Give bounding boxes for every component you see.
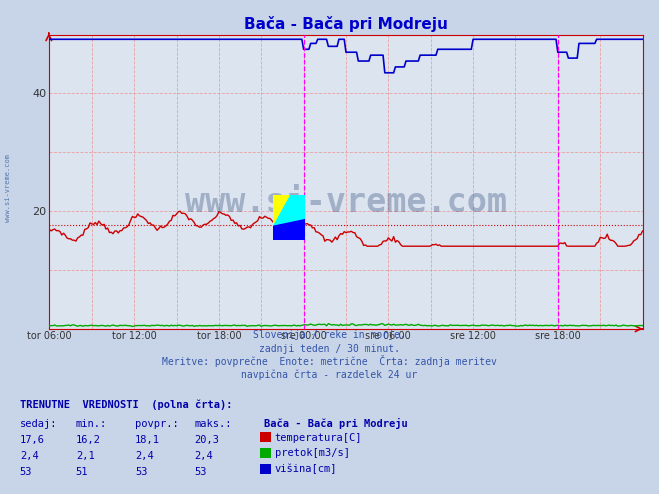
Text: 16,2: 16,2 [76,435,101,445]
Text: 17,6: 17,6 [20,435,45,445]
Text: zadnji teden / 30 minut.: zadnji teden / 30 minut. [259,344,400,354]
Text: sedaj:: sedaj: [20,419,57,429]
Text: maks.:: maks.: [194,419,232,429]
Text: 2,4: 2,4 [194,451,213,461]
Title: Bača - Bača pri Modreju: Bača - Bača pri Modreju [244,16,448,32]
Text: Meritve: povprečne  Enote: metrične  Črta: zadnja meritev: Meritve: povprečne Enote: metrične Črta:… [162,355,497,367]
Text: 51: 51 [76,467,88,477]
Text: navpična črta - razdelek 24 ur: navpična črta - razdelek 24 ur [241,370,418,380]
Text: 53: 53 [135,467,148,477]
Text: 53: 53 [20,467,32,477]
Text: pretok[m3/s]: pretok[m3/s] [275,449,350,458]
Text: 18,1: 18,1 [135,435,160,445]
Text: www.si-vreme.com: www.si-vreme.com [185,186,507,219]
Text: TRENUTNE  VREDNOSTI  (polna črta):: TRENUTNE VREDNOSTI (polna črta): [20,399,232,410]
Polygon shape [273,195,291,226]
Text: 53: 53 [194,467,207,477]
Text: 2,4: 2,4 [20,451,38,461]
Text: temperatura[C]: temperatura[C] [275,433,362,443]
Text: Bača - Bača pri Modreju: Bača - Bača pri Modreju [264,418,407,429]
Polygon shape [273,195,305,226]
Text: povpr.:: povpr.: [135,419,179,429]
Text: 2,1: 2,1 [76,451,94,461]
Text: min.:: min.: [76,419,107,429]
Text: 20,3: 20,3 [194,435,219,445]
Text: www.si-vreme.com: www.si-vreme.com [5,154,11,222]
Text: Slovenija / reke in morje.: Slovenija / reke in morje. [253,330,406,340]
Text: višina[cm]: višina[cm] [275,464,337,474]
Text: 2,4: 2,4 [135,451,154,461]
Polygon shape [273,219,305,240]
